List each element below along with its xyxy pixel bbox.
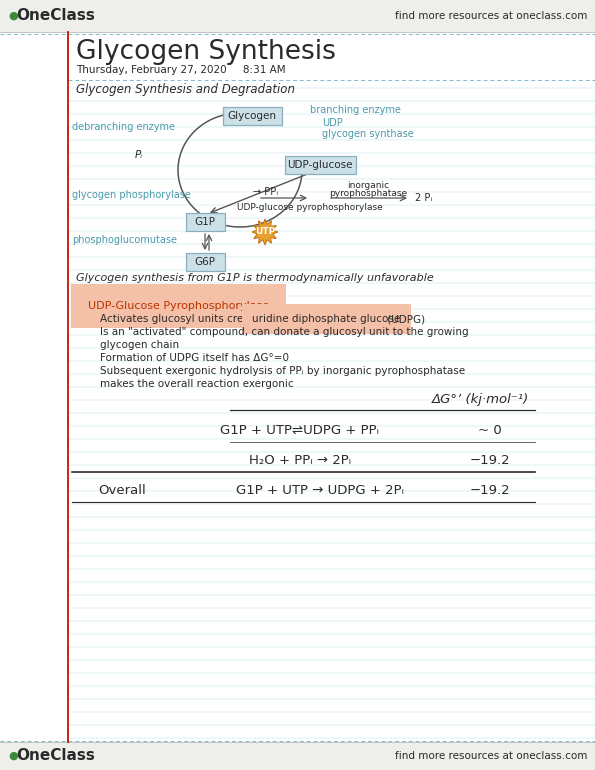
Text: Is an "activated" compound, can donate a glucosyl unit to the growing: Is an "activated" compound, can donate a… xyxy=(100,327,469,337)
Polygon shape xyxy=(252,219,278,245)
Text: glycogen chain: glycogen chain xyxy=(100,340,179,350)
Text: Activates glucosyl units creating: Activates glucosyl units creating xyxy=(100,314,273,324)
Text: find more resources at oneclass.com: find more resources at oneclass.com xyxy=(394,751,587,761)
Text: OneClass: OneClass xyxy=(16,748,95,764)
Text: → PPᵢ: → PPᵢ xyxy=(253,187,278,197)
Text: Subsequent exergonic hydrolysis of PPᵢ by inorganic pyrophosphatase: Subsequent exergonic hydrolysis of PPᵢ b… xyxy=(100,366,465,376)
FancyBboxPatch shape xyxy=(284,156,355,174)
Text: G6P: G6P xyxy=(195,257,215,267)
Text: Pᵢ: Pᵢ xyxy=(135,150,143,160)
Text: G1P + UTP⇌UDPG + PPᵢ: G1P + UTP⇌UDPG + PPᵢ xyxy=(221,424,380,437)
Text: find more resources at oneclass.com: find more resources at oneclass.com xyxy=(394,11,587,21)
Text: UDP-Glucose Pyrophosphorylase: UDP-Glucose Pyrophosphorylase xyxy=(88,301,270,311)
Text: (UDPG): (UDPG) xyxy=(384,314,425,324)
Text: Thursday, February 27, 2020     8:31 AM: Thursday, February 27, 2020 8:31 AM xyxy=(76,65,286,75)
Text: debranching enzyme: debranching enzyme xyxy=(72,122,175,132)
Text: makes the overall reaction exergonic: makes the overall reaction exergonic xyxy=(100,379,293,389)
FancyBboxPatch shape xyxy=(186,213,224,231)
Text: inorganic: inorganic xyxy=(347,182,389,190)
Text: UDP: UDP xyxy=(322,118,343,128)
FancyBboxPatch shape xyxy=(186,253,224,271)
Text: pyrophosphatase: pyrophosphatase xyxy=(329,189,407,199)
Text: phosphoglucomutase: phosphoglucomutase xyxy=(72,235,177,245)
Text: UDP-glucose pyrophosphorylase: UDP-glucose pyrophosphorylase xyxy=(237,203,383,213)
Text: H₂O + PPᵢ → 2Pᵢ: H₂O + PPᵢ → 2Pᵢ xyxy=(249,454,351,467)
FancyBboxPatch shape xyxy=(0,742,595,770)
Text: ~ 0: ~ 0 xyxy=(478,424,502,437)
Text: G1P: G1P xyxy=(195,217,215,227)
Text: glycogen synthase: glycogen synthase xyxy=(322,129,414,139)
Text: UDP-glucose: UDP-glucose xyxy=(287,160,353,170)
Text: UTP: UTP xyxy=(255,227,275,236)
Text: Formation of UDPG itself has ΔG°=0: Formation of UDPG itself has ΔG°=0 xyxy=(100,353,289,363)
Text: glycogen phosphorylase: glycogen phosphorylase xyxy=(72,190,191,200)
Text: Glycogen synthesis from G1P is thermodynamically unfavorable: Glycogen synthesis from G1P is thermodyn… xyxy=(76,273,434,283)
Text: OneClass: OneClass xyxy=(16,8,95,24)
Text: branching enzyme: branching enzyme xyxy=(310,105,401,115)
Text: −19.2: −19.2 xyxy=(469,454,511,467)
Text: 3 enzymes: 3 enzymes xyxy=(72,287,133,297)
Text: Overall: Overall xyxy=(98,484,146,497)
Text: Glycogen Synthesis and Degradation: Glycogen Synthesis and Degradation xyxy=(76,83,295,96)
Text: ●: ● xyxy=(8,11,18,21)
Text: Glycogen: Glycogen xyxy=(227,111,277,121)
Text: ΔG°’ (kj·mol⁻¹): ΔG°’ (kj·mol⁻¹) xyxy=(431,393,528,407)
Text: G1P + UTP → UDPG + 2Pᵢ: G1P + UTP → UDPG + 2Pᵢ xyxy=(236,484,404,497)
FancyBboxPatch shape xyxy=(223,107,281,125)
Text: 2 Pᵢ: 2 Pᵢ xyxy=(415,193,432,203)
Text: −19.2: −19.2 xyxy=(469,484,511,497)
Text: Glycogen Synthesis: Glycogen Synthesis xyxy=(76,39,336,65)
FancyBboxPatch shape xyxy=(0,0,595,32)
Text: ●: ● xyxy=(8,751,18,761)
Text: uridine diphosphate glucose: uridine diphosphate glucose xyxy=(252,314,400,324)
